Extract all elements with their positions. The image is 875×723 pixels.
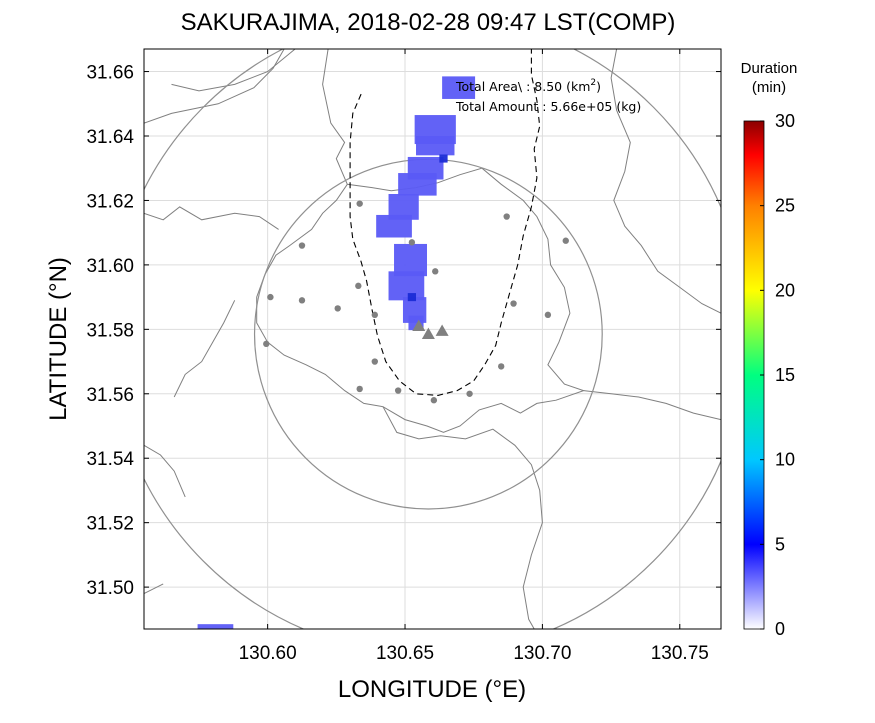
station-marker bbox=[562, 237, 569, 244]
station-marker bbox=[298, 297, 306, 304]
y-tick-label: 31.60 bbox=[86, 256, 134, 277]
colorbar-tick-label: 0 bbox=[775, 619, 785, 639]
x-tick-label: 130.65 bbox=[376, 643, 434, 664]
coastline-segment bbox=[610, 49, 721, 314]
y-tick-label: 31.54 bbox=[86, 449, 134, 470]
station-marker bbox=[408, 239, 416, 246]
plot-border bbox=[143, 48, 722, 630]
y-tick-label: 31.66 bbox=[86, 63, 134, 84]
total-amount-annotation: Total Amount : 5.66e+05 (kg) bbox=[455, 99, 641, 114]
ash-cell bbox=[442, 76, 476, 99]
colorbar-tick-label: 5 bbox=[775, 534, 785, 554]
x-axis-label: LONGITUDE (°E) bbox=[338, 676, 526, 703]
ash-cell bbox=[197, 624, 234, 629]
station-marker bbox=[394, 387, 402, 394]
station-marker bbox=[371, 311, 378, 319]
colorbar-title-line2: (min) bbox=[752, 79, 786, 96]
station-marker bbox=[503, 213, 510, 220]
y-tick-label: 31.52 bbox=[86, 514, 134, 535]
coastline-segment bbox=[144, 583, 164, 595]
total-area-annotation: Total Area\ : 8.50 (km2) bbox=[455, 78, 601, 94]
vent-marker bbox=[435, 324, 449, 336]
station-marker bbox=[355, 282, 362, 290]
y-axis-label: LATITUDE (°N) bbox=[45, 257, 72, 421]
map-title: SAKURAJIMA, 2018-02-28 09:47 LST(COMP) bbox=[181, 9, 676, 36]
station-marker bbox=[430, 397, 438, 404]
x-axis-ticks: 130.60 130.65 130.70 130.75 bbox=[239, 49, 709, 664]
coastline-segment bbox=[144, 444, 186, 498]
x-tick-label: 130.60 bbox=[239, 643, 297, 664]
coastline-segment bbox=[171, 49, 296, 92]
ash-cell bbox=[398, 173, 437, 196]
station-marker bbox=[466, 390, 473, 397]
station-marker bbox=[267, 293, 274, 301]
station-marker bbox=[544, 311, 552, 319]
y-tick-label: 31.58 bbox=[86, 320, 134, 341]
coastline-segment bbox=[583, 390, 721, 421]
x-tick-label: 130.75 bbox=[651, 643, 709, 664]
colorbar-tick-label: 10 bbox=[775, 450, 795, 470]
gridlines bbox=[144, 49, 721, 629]
station-marker bbox=[371, 358, 378, 365]
station-marker bbox=[497, 363, 505, 370]
x-tick-label: 130.70 bbox=[513, 643, 571, 664]
ash-deposition-cells bbox=[197, 76, 476, 629]
coastline bbox=[144, 49, 721, 629]
station-marker bbox=[356, 200, 363, 207]
vent-marker bbox=[421, 327, 435, 340]
y-axis-ticks: 31.50 31.52 31.54 31.56 31.58 31.60 31.62 31.64… bbox=[86, 63, 721, 599]
station-marker bbox=[510, 300, 517, 307]
coastline-segment bbox=[382, 406, 543, 629]
y-tick-label: 31.56 bbox=[86, 385, 134, 406]
ash-cell bbox=[394, 243, 428, 277]
colorbar-tick-label: 25 bbox=[775, 196, 795, 216]
vent-marker bbox=[412, 319, 426, 331]
colorbar-tick-label: 30 bbox=[775, 111, 795, 131]
coastline-segment bbox=[144, 206, 279, 230]
colorbar-tick-label: 15 bbox=[775, 365, 795, 385]
observation-stations bbox=[263, 200, 569, 404]
station-marker bbox=[356, 385, 363, 393]
restricted-zone-line bbox=[349, 49, 541, 396]
station-marker bbox=[334, 305, 341, 312]
station-marker bbox=[298, 242, 306, 249]
station-marker bbox=[432, 268, 439, 275]
y-tick-label: 31.62 bbox=[86, 191, 134, 212]
station-marker bbox=[263, 340, 270, 348]
y-tick-label: 31.64 bbox=[86, 127, 134, 148]
coastline-segment bbox=[173, 300, 236, 398]
volcanic-vents bbox=[412, 319, 449, 340]
ash-cell bbox=[439, 154, 448, 163]
ash-cell bbox=[388, 271, 425, 301]
colorbar-ticks: 0 5 10 15 20 25 30 bbox=[760, 111, 795, 639]
colorbar-tick-label: 20 bbox=[775, 280, 795, 300]
ash-cell bbox=[376, 214, 412, 238]
restricted-zone-boundary bbox=[349, 49, 541, 396]
ash-cell bbox=[416, 136, 455, 156]
y-tick-label: 31.50 bbox=[86, 578, 134, 599]
ash-cell bbox=[407, 293, 417, 302]
colorbar-title-line1: Duration bbox=[741, 60, 798, 77]
